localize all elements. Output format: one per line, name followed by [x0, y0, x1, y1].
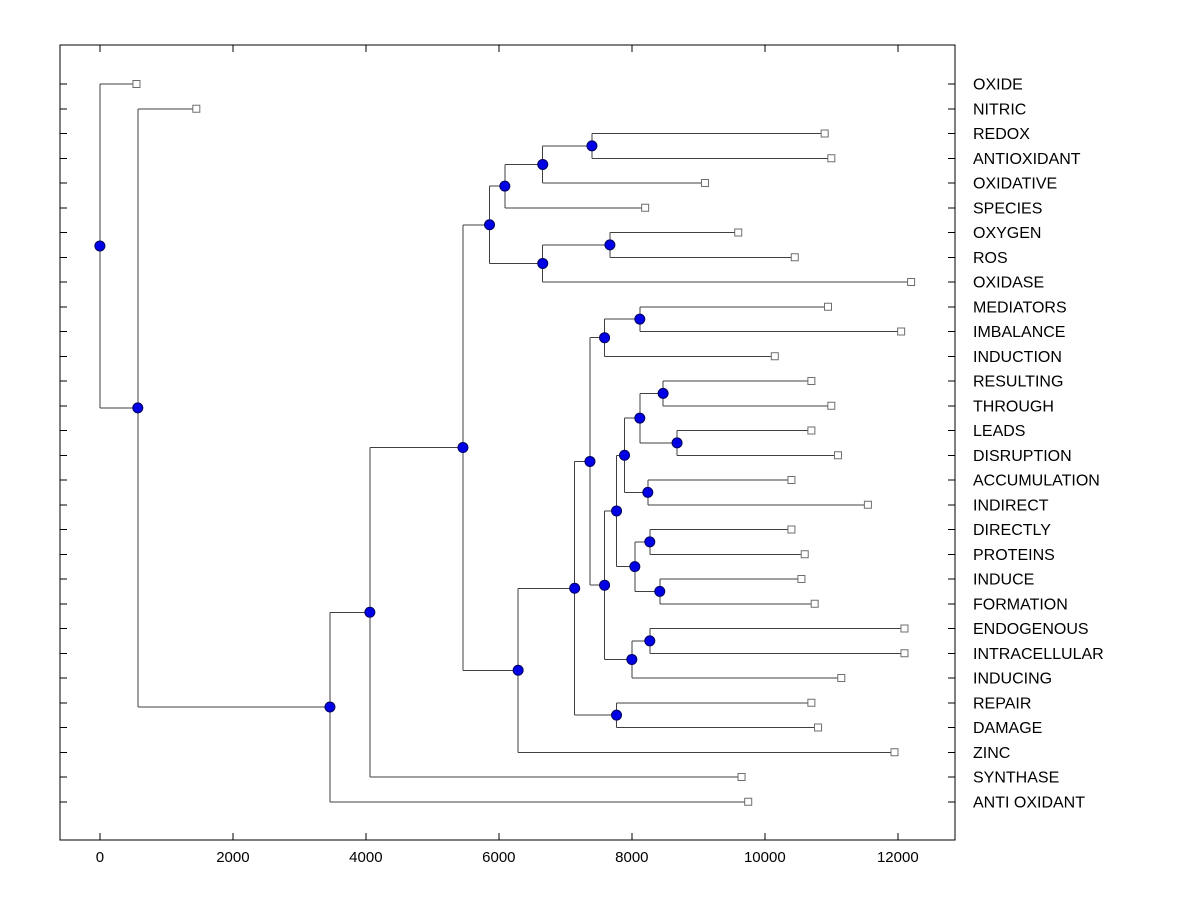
internal-node-marker [94, 240, 106, 252]
internal-node-marker [634, 412, 646, 424]
internal-node-marker [364, 606, 376, 618]
internal-node-marker [611, 709, 623, 721]
internal-node-marker [671, 437, 683, 449]
leaf-label: ACCUMULATION [973, 473, 1100, 490]
leaf-label: OXIDE [973, 77, 1023, 94]
leaf-label: OXIDATIVE [973, 176, 1057, 193]
leaf-node-marker [890, 748, 899, 757]
internal-node-marker [599, 579, 611, 591]
leaf-label: NITRIC [973, 101, 1026, 118]
internal-node-marker [512, 664, 524, 676]
leaf-label: IMBALANCE [973, 324, 1065, 341]
leaf-node-marker [823, 302, 832, 311]
leaf-node-marker [814, 723, 823, 732]
leaf-node-marker [827, 401, 836, 410]
internal-node-marker [654, 585, 666, 597]
leaf-node-marker [863, 500, 872, 509]
internal-node-marker [584, 455, 596, 467]
leaf-node-marker [807, 426, 816, 435]
internal-node-marker [457, 442, 469, 454]
leaf-label: THROUGH [973, 398, 1054, 415]
internal-node-marker [657, 387, 669, 399]
leaf-label: DIRECTLY [973, 522, 1051, 539]
leaf-label: REPAIR [973, 695, 1031, 712]
internal-node-marker [132, 402, 144, 414]
internal-node-marker [537, 257, 549, 269]
leaf-node-marker [734, 228, 743, 237]
leaf-label: ANTI OXIDANT [973, 794, 1085, 811]
leaf-node-marker [737, 773, 746, 781]
internal-node-marker [644, 536, 656, 548]
leaf-label: LEADS [973, 423, 1025, 440]
leaf-node-marker [900, 649, 909, 658]
leaf-label: DAMAGE [973, 720, 1042, 737]
internal-node-marker [537, 158, 549, 170]
internal-node-marker [324, 701, 336, 713]
leaf-node-marker [192, 104, 201, 113]
internal-node-marker [644, 635, 656, 647]
leaf-node-marker [833, 451, 842, 460]
internal-node-marker [599, 332, 611, 344]
leaf-label: OXIDASE [973, 275, 1044, 292]
leaf-node-marker [641, 203, 650, 212]
leaf-label: INDIRECT [973, 497, 1049, 514]
x-tick-label: 0 [96, 849, 104, 866]
leaf-label: DISRUPTION [973, 448, 1072, 465]
internal-node-marker [611, 505, 623, 517]
x-tick-label: 6000 [482, 849, 515, 866]
leaf-node-marker [744, 797, 753, 806]
leaf-label: OXYGEN [973, 225, 1041, 242]
leaf-label: ROS [973, 250, 1008, 267]
leaf-label: FORMATION [973, 596, 1068, 613]
leaf-label: MEDIATORS [973, 299, 1067, 316]
internal-node-marker [619, 449, 631, 461]
internal-node-marker [642, 486, 654, 498]
leaf-node-marker [897, 327, 906, 336]
leaf-label: RESULTING [973, 374, 1063, 391]
leaf-node-marker [790, 253, 799, 262]
leaf-node-marker [827, 154, 836, 163]
leaf-node-marker [787, 525, 796, 534]
internal-node-marker [499, 180, 511, 192]
leaf-label: INTRACELLULAR [973, 646, 1104, 663]
internal-node-marker [626, 653, 638, 665]
leaf-label: SYNTHASE [973, 770, 1059, 787]
leaf-node-marker [837, 674, 846, 682]
internal-node-marker [629, 561, 641, 573]
x-tick-label: 2000 [216, 849, 249, 866]
x-tick-label: 4000 [349, 849, 382, 866]
leaf-node-marker [797, 575, 806, 583]
leaf-node-marker [900, 624, 909, 633]
internal-node-marker [484, 219, 496, 231]
leaf-label: SPECIES [973, 200, 1042, 217]
leaf-node-marker [770, 352, 779, 361]
leaf-node-marker [700, 179, 709, 187]
internal-node-marker [634, 313, 646, 325]
leaf-label: ZINC [973, 745, 1010, 762]
internal-node-marker [569, 582, 581, 594]
leaf-label: INDUCING [973, 671, 1052, 688]
leaf-node-marker [810, 599, 819, 608]
leaf-label: ANTIOXIDANT [973, 151, 1081, 168]
x-tick-label: 8000 [615, 849, 648, 866]
x-tick-label: 10000 [744, 849, 786, 866]
leaf-label: INDUCE [973, 572, 1034, 589]
leaf-node-marker [820, 129, 829, 138]
internal-node-marker [586, 140, 598, 152]
leaf-label: REDOX [973, 126, 1030, 143]
leaf-node-marker [807, 377, 816, 385]
leaf-label: INDUCTION [973, 349, 1062, 366]
leaf-node-marker [787, 476, 796, 484]
x-tick-label: 12000 [877, 849, 919, 866]
internal-node-marker [604, 239, 616, 251]
leaf-node-marker [132, 80, 141, 88]
leaf-node-marker [807, 698, 816, 707]
leaf-node-marker [800, 550, 809, 559]
leaf-node-marker [907, 278, 916, 286]
leaf-label: ENDOGENOUS [973, 621, 1089, 638]
leaf-label: PROTEINS [973, 547, 1055, 564]
